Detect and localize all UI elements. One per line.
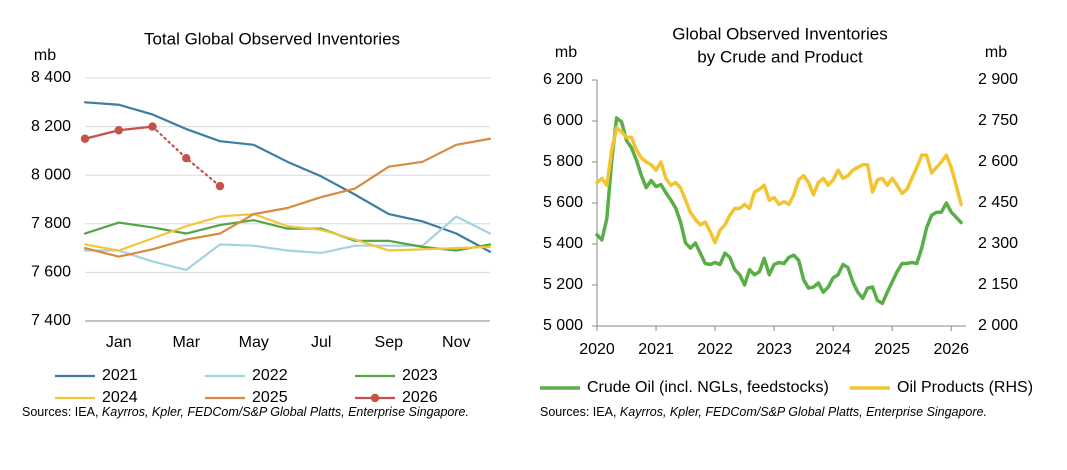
- y-tick-label: 7 800: [31, 215, 71, 232]
- y2-tick-label: 2 150: [978, 276, 1018, 293]
- y-tick-label: 5 000: [543, 317, 583, 334]
- series-line: [83, 219, 492, 252]
- legend-label: 2025: [252, 389, 288, 406]
- y2-tick-label: 2 450: [978, 194, 1018, 211]
- x-tick-label: 2023: [756, 341, 792, 358]
- x-tick-label: 2024: [815, 341, 851, 358]
- x-tick-label: 2025: [874, 341, 910, 358]
- x-tick-label: 2020: [579, 341, 615, 358]
- y2-tick-label: 2 750: [978, 112, 1018, 129]
- series-line: [83, 101, 492, 253]
- source-prefix: Sources: IEA,: [22, 405, 99, 419]
- series-line: [83, 137, 492, 258]
- source-italic: Kayrros, Kpler, FEDCom/S&P Global Platts…: [101, 405, 469, 419]
- series-marker: [182, 153, 191, 163]
- x-tick-label: Jan: [106, 334, 132, 351]
- y-tick-label: 7 600: [31, 264, 71, 281]
- y-tick-label: 7 400: [31, 312, 71, 329]
- chart-title: Global Observed Inventories: [672, 24, 887, 43]
- y2-tick-label: 2 600: [978, 153, 1018, 170]
- y2-tick-label: 2 000: [978, 317, 1018, 334]
- x-tick-label: Jul: [311, 334, 331, 351]
- series-marker: [148, 122, 157, 131]
- chart-title: Total Global Observed Inventories: [144, 29, 400, 48]
- series-marker: [215, 181, 225, 191]
- source-italic: Kayrros, Kpler, FEDCom/S&P Global Platts…: [619, 405, 987, 419]
- legend-label: 2026: [402, 389, 438, 406]
- series-line: [83, 212, 492, 252]
- y-tick-label: 6 000: [543, 112, 583, 129]
- source-note: Sources: IEA, Kayrros, Kpler, FEDCom/S&P…: [22, 405, 477, 420]
- source-note: Sources: IEA, Kayrros, Kpler, FEDCom/S&P…: [540, 405, 995, 420]
- x-tick-label: 2021: [638, 341, 674, 358]
- legend-label: 2021: [102, 367, 138, 384]
- source-prefix: Sources: IEA,: [540, 405, 617, 419]
- x-tick-label: 2022: [697, 341, 733, 358]
- x-tick-label: 2026: [933, 341, 969, 358]
- x-tick-label: Mar: [172, 334, 200, 351]
- series-marker: [114, 126, 123, 135]
- legend-marker: [370, 393, 380, 403]
- legend-label: Crude Oil (incl. NGLs, feedstocks): [587, 379, 829, 396]
- y-tick-label: 5 600: [543, 194, 583, 211]
- chart-title: by Crude and Product: [697, 47, 863, 66]
- y2-tick-label: 2 300: [978, 235, 1018, 252]
- series-marker: [80, 134, 90, 143]
- y-axis-label: mb: [555, 44, 577, 61]
- legend-label: 2022: [252, 367, 288, 384]
- series-line: [83, 215, 492, 272]
- y-tick-label: 8 400: [31, 69, 71, 86]
- series-line: [595, 126, 963, 245]
- x-tick-label: Nov: [442, 334, 470, 351]
- y-axis-label: mb: [34, 47, 56, 64]
- x-tick-label: Sep: [375, 334, 404, 351]
- y-tick-label: 6 200: [543, 71, 583, 88]
- x-tick-label: May: [239, 334, 269, 351]
- y-tick-label: 5 800: [543, 153, 583, 170]
- y2-tick-label: 2 900: [978, 71, 1018, 88]
- y-tick-label: 5 200: [543, 276, 583, 293]
- y-tick-label: 5 400: [543, 235, 583, 252]
- y-tick-label: 8 000: [31, 166, 71, 183]
- y-tick-label: 8 200: [31, 118, 71, 135]
- y2-axis-label: mb: [985, 44, 1007, 61]
- legend-label: 2023: [402, 367, 438, 384]
- legend-label: Oil Products (RHS): [897, 379, 1033, 396]
- legend-label: 2024: [102, 389, 138, 406]
- series-line: [595, 116, 963, 306]
